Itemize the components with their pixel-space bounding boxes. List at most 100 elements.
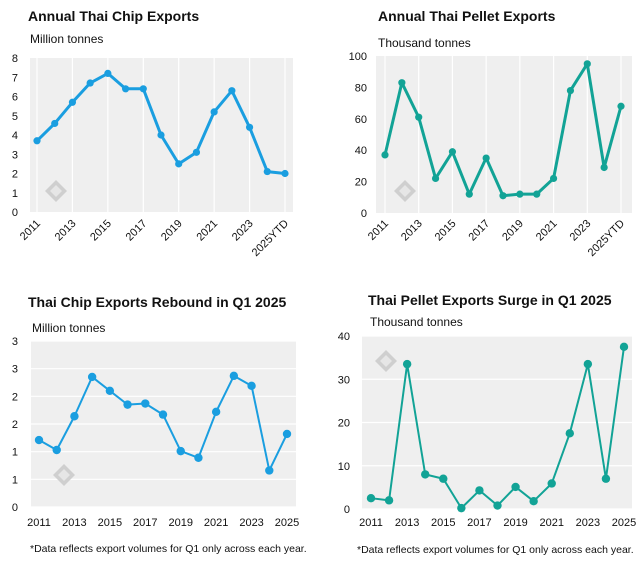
data-point bbox=[141, 399, 150, 408]
data-point bbox=[68, 98, 77, 106]
y-tick-label: 10 bbox=[338, 461, 350, 473]
data-point bbox=[448, 148, 457, 156]
chart-c4: 0 10 20 30 40 2011 2013 2015 2017 2019 2021 2023 202… bbox=[338, 331, 636, 529]
data-point bbox=[51, 119, 59, 128]
x-tick-label: 2015 bbox=[88, 218, 114, 244]
y-tick-label: 3 bbox=[12, 364, 18, 376]
y-tick-label: 6 bbox=[12, 92, 18, 104]
data-point bbox=[549, 174, 558, 183]
y-tick-label: 2 bbox=[12, 391, 18, 403]
data-point bbox=[34, 435, 44, 445]
data-point bbox=[192, 148, 201, 156]
y-tick-label: 40 bbox=[338, 331, 350, 343]
unit-label: Thousand tonnes bbox=[370, 315, 463, 329]
y-tick-label: 60 bbox=[355, 114, 367, 126]
x-tick-label: 2019 bbox=[168, 517, 192, 529]
x-tick-label: 2019 bbox=[159, 218, 185, 244]
y-tick-label: 80 bbox=[355, 82, 367, 94]
x-tick-label: 2015 bbox=[433, 218, 459, 244]
data-point bbox=[210, 108, 218, 116]
x-tick-label: 2019 bbox=[500, 218, 526, 244]
data-point bbox=[176, 446, 185, 456]
data-point bbox=[600, 163, 608, 172]
data-point bbox=[175, 160, 183, 168]
data-point bbox=[499, 192, 507, 200]
data-point bbox=[482, 154, 490, 162]
y-tick-label: 20 bbox=[338, 418, 350, 430]
data-point bbox=[281, 169, 289, 178]
x-tick-label: 2017 bbox=[124, 218, 150, 244]
data-point bbox=[263, 167, 271, 176]
y-tick-label: 0 bbox=[361, 208, 367, 220]
x-tick-label: 2025YTD bbox=[250, 218, 291, 259]
data-point bbox=[33, 137, 41, 145]
data-point bbox=[105, 386, 115, 395]
data-point bbox=[431, 174, 440, 183]
y-tick-label: 7 bbox=[12, 72, 18, 84]
chart-c2: 0 20 40 60 80 100 2011 2013 2015 2017 2019 2021 2023… bbox=[349, 51, 632, 259]
data-point bbox=[121, 85, 130, 93]
data-point bbox=[52, 445, 61, 455]
data-point bbox=[104, 69, 112, 77]
x-tick-label: 2021 bbox=[534, 218, 560, 244]
footnote: *Data reflects export volumes for Q1 onl… bbox=[357, 544, 634, 556]
data-point bbox=[516, 190, 524, 198]
data-point bbox=[457, 503, 466, 513]
x-tick-label: 2025 bbox=[612, 517, 636, 529]
data-point bbox=[617, 102, 625, 110]
data-point bbox=[211, 407, 221, 417]
x-tick-label: 2013 bbox=[62, 517, 86, 529]
data-point bbox=[194, 453, 203, 462]
y-tick-label: 40 bbox=[355, 145, 367, 157]
data-point bbox=[123, 400, 132, 409]
data-point bbox=[86, 79, 94, 87]
data-point bbox=[87, 372, 97, 382]
data-point bbox=[619, 342, 629, 352]
x-tick-label: 2023 bbox=[576, 517, 600, 529]
data-point bbox=[228, 87, 236, 95]
data-point bbox=[384, 496, 394, 505]
data-point bbox=[583, 60, 591, 68]
x-tick-label: 2019 bbox=[503, 517, 527, 529]
watermark-logo-inner bbox=[380, 355, 392, 367]
x-tick-label: 2011 bbox=[359, 517, 383, 529]
chart-title: Thai Chip Exports Rebound in Q1 2025 bbox=[28, 294, 287, 310]
x-tick-label: 2015 bbox=[98, 517, 122, 529]
y-tick-label: 4 bbox=[12, 130, 18, 142]
x-tick-label: 2021 bbox=[204, 517, 228, 529]
x-tick-label: 2011 bbox=[18, 218, 43, 243]
unit-label: Million tonnes bbox=[30, 32, 104, 46]
y-tick-label: 1 bbox=[12, 474, 18, 486]
footnote: *Data reflects export volumes for Q1 onl… bbox=[30, 543, 307, 555]
y-tick-label: 20 bbox=[355, 177, 367, 189]
y-tick-label: 3 bbox=[12, 149, 18, 161]
y-tick-label: 0 bbox=[344, 504, 350, 516]
data-point bbox=[265, 466, 274, 475]
data-point bbox=[529, 497, 538, 506]
y-tick-label: 5 bbox=[12, 111, 18, 123]
data-point bbox=[475, 486, 484, 495]
watermark-logo-inner bbox=[58, 469, 70, 481]
x-tick-label: 2011 bbox=[366, 218, 391, 243]
y-tick-label: 8 bbox=[12, 53, 18, 65]
chart-title: Thai Pellet Exports Surge in Q1 2025 bbox=[368, 292, 612, 308]
data-point bbox=[158, 410, 168, 419]
x-tick-label: 2013 bbox=[53, 218, 79, 244]
x-tick-label: 2017 bbox=[466, 218, 492, 244]
data-point bbox=[229, 371, 239, 381]
data-point bbox=[547, 479, 556, 488]
data-point bbox=[566, 86, 575, 95]
data-point bbox=[439, 474, 448, 483]
data-point bbox=[398, 79, 406, 87]
x-tick-label: 2013 bbox=[395, 517, 419, 529]
y-tick-label: 2 bbox=[12, 419, 18, 431]
x-tick-label: 2023 bbox=[239, 517, 263, 529]
x-tick-label: 2021 bbox=[539, 517, 563, 529]
y-tick-label: 1 bbox=[12, 188, 18, 200]
x-tick-label: 2015 bbox=[431, 517, 455, 529]
unit-label: Million tonnes bbox=[32, 321, 106, 335]
data-point bbox=[465, 190, 473, 198]
data-point bbox=[245, 123, 254, 131]
y-tick-label: 1 bbox=[12, 447, 18, 459]
